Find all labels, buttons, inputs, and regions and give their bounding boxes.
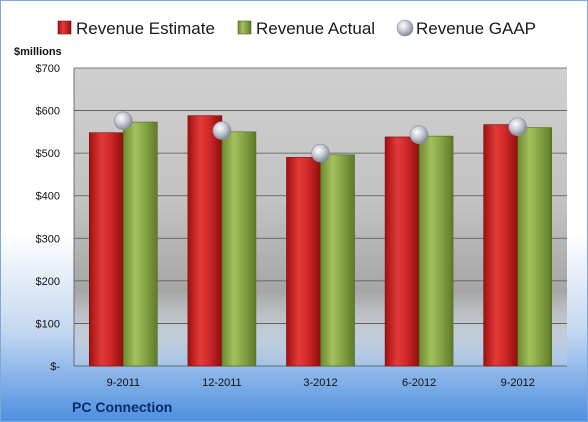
x-tick-label: 12-2011 xyxy=(202,377,242,389)
marker-revenue-gaap xyxy=(508,117,528,137)
y-tick-label: $100 xyxy=(36,318,60,330)
bar-revenue-estimate xyxy=(89,132,124,367)
bar-revenue-actual xyxy=(418,135,454,367)
x-tick-label: 3-2012 xyxy=(303,377,337,389)
bar-revenue-actual xyxy=(517,127,553,367)
bar-revenue-estimate xyxy=(483,124,519,367)
legend-swatch-revenue-gaap xyxy=(396,19,414,37)
bar-revenue-actual xyxy=(221,131,257,367)
bar-revenue-actual xyxy=(320,154,355,367)
legend: Revenue Estimate Revenue Actual Revenue GA… xyxy=(57,19,536,38)
bar-revenue-estimate xyxy=(286,157,321,367)
legend-label-revenue-actual: Revenue Actual xyxy=(256,19,375,38)
bar-revenue-estimate xyxy=(187,115,223,367)
x-tick-label: 6-2012 xyxy=(402,377,436,389)
bar-revenue-estimate xyxy=(384,136,420,367)
marker-revenue-gaap xyxy=(311,143,330,163)
marker-revenue-gaap xyxy=(212,121,232,140)
marker-revenue-gaap xyxy=(409,125,429,145)
x-tick-label: 9-2011 xyxy=(107,377,140,389)
y-tick-label: $300 xyxy=(36,233,60,245)
marker-revenue-gaap xyxy=(114,111,133,131)
bar-revenue-actual xyxy=(123,121,158,367)
company-name: PC Connection xyxy=(72,399,172,415)
x-tick-label: 9-2012 xyxy=(501,377,535,389)
legend-label-revenue-gaap: Revenue GAAP xyxy=(416,19,536,38)
y-tick-label: $500 xyxy=(36,148,60,160)
legend-swatch-revenue-estimate xyxy=(57,20,72,35)
plot-area: $- $100 $200 $300 $400 $500 $600 $700 9-2011 12-2… xyxy=(36,63,567,389)
legend-label-revenue-estimate: Revenue Estimate xyxy=(76,19,215,38)
y-tick-label: $400 xyxy=(36,191,60,203)
y-tick-label: $600 xyxy=(36,106,60,118)
y-axis-unit-label: $millions xyxy=(14,46,62,58)
y-tick-label: $200 xyxy=(36,276,60,288)
legend-swatch-revenue-actual xyxy=(237,20,252,35)
y-tick-label: $- xyxy=(50,361,60,373)
y-tick-label: $700 xyxy=(36,63,60,75)
